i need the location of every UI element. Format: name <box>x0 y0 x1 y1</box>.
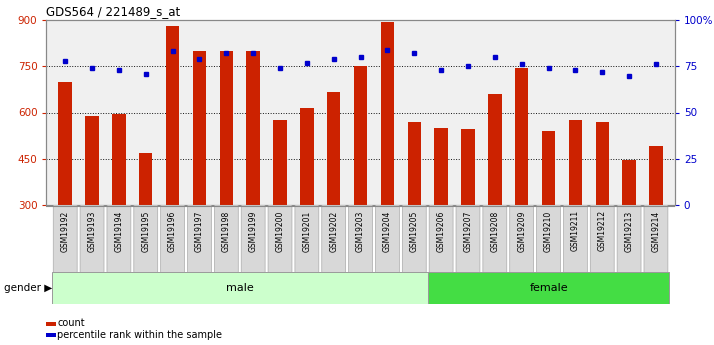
Text: GSM19192: GSM19192 <box>61 210 70 252</box>
Bar <box>488 94 501 205</box>
Bar <box>112 114 126 205</box>
Bar <box>568 120 582 205</box>
FancyBboxPatch shape <box>268 205 292 273</box>
Text: percentile rank within the sample: percentile rank within the sample <box>57 330 222 339</box>
Bar <box>595 122 609 205</box>
FancyBboxPatch shape <box>214 205 238 273</box>
Bar <box>59 82 72 205</box>
Bar <box>461 129 475 205</box>
Bar <box>327 92 341 205</box>
FancyBboxPatch shape <box>563 205 588 273</box>
Text: GSM19198: GSM19198 <box>222 210 231 252</box>
FancyBboxPatch shape <box>590 205 614 273</box>
Text: GSM19206: GSM19206 <box>437 210 446 252</box>
FancyBboxPatch shape <box>429 205 453 273</box>
FancyBboxPatch shape <box>80 205 104 273</box>
Text: GSM19208: GSM19208 <box>491 210 499 252</box>
FancyBboxPatch shape <box>483 205 507 273</box>
Bar <box>354 66 367 205</box>
Text: female: female <box>529 283 568 293</box>
Text: GSM19210: GSM19210 <box>544 210 553 252</box>
Text: GSM19200: GSM19200 <box>276 210 284 252</box>
FancyBboxPatch shape <box>537 205 560 273</box>
FancyBboxPatch shape <box>376 205 399 273</box>
Text: GSM19196: GSM19196 <box>168 210 177 252</box>
Text: GSM19205: GSM19205 <box>410 210 419 252</box>
Bar <box>273 120 287 205</box>
FancyBboxPatch shape <box>295 205 319 273</box>
Bar <box>434 128 448 205</box>
Text: GSM19202: GSM19202 <box>329 210 338 252</box>
Text: GSM19201: GSM19201 <box>302 210 311 252</box>
Text: GSM19199: GSM19199 <box>248 210 258 252</box>
Text: GSM19193: GSM19193 <box>88 210 96 252</box>
Text: GSM19204: GSM19204 <box>383 210 392 252</box>
Bar <box>428 272 669 304</box>
FancyBboxPatch shape <box>188 205 211 273</box>
FancyBboxPatch shape <box>617 205 641 273</box>
Bar <box>515 68 528 205</box>
Bar <box>542 131 555 205</box>
Bar <box>246 51 260 205</box>
Text: GSM19197: GSM19197 <box>195 210 204 252</box>
Text: GSM19195: GSM19195 <box>141 210 150 252</box>
Bar <box>166 26 179 205</box>
Text: male: male <box>226 283 253 293</box>
Bar <box>408 122 421 205</box>
Bar <box>381 21 394 205</box>
Text: gender ▶: gender ▶ <box>4 283 52 293</box>
FancyBboxPatch shape <box>510 205 533 273</box>
FancyBboxPatch shape <box>402 205 426 273</box>
FancyBboxPatch shape <box>456 205 480 273</box>
Text: GDS564 / 221489_s_at: GDS564 / 221489_s_at <box>46 5 181 18</box>
FancyBboxPatch shape <box>644 205 668 273</box>
Bar <box>623 160 635 205</box>
FancyBboxPatch shape <box>241 205 265 273</box>
Bar <box>300 108 313 205</box>
Text: GSM19203: GSM19203 <box>356 210 365 252</box>
Text: GSM19213: GSM19213 <box>625 210 633 252</box>
Bar <box>220 51 233 205</box>
Text: GSM19194: GSM19194 <box>114 210 124 252</box>
Bar <box>52 272 428 304</box>
Text: GSM19207: GSM19207 <box>463 210 473 252</box>
FancyBboxPatch shape <box>322 205 346 273</box>
FancyBboxPatch shape <box>348 205 373 273</box>
Bar <box>86 116 99 205</box>
Text: GSM19214: GSM19214 <box>651 210 660 252</box>
FancyBboxPatch shape <box>134 205 158 273</box>
Text: GSM19212: GSM19212 <box>598 210 607 252</box>
FancyBboxPatch shape <box>161 205 184 273</box>
FancyBboxPatch shape <box>54 205 77 273</box>
Bar <box>139 152 153 205</box>
Bar <box>193 51 206 205</box>
Text: GSM19211: GSM19211 <box>571 210 580 252</box>
Text: count: count <box>57 318 85 328</box>
Bar <box>649 146 663 205</box>
Text: GSM19209: GSM19209 <box>517 210 526 252</box>
FancyBboxPatch shape <box>107 205 131 273</box>
